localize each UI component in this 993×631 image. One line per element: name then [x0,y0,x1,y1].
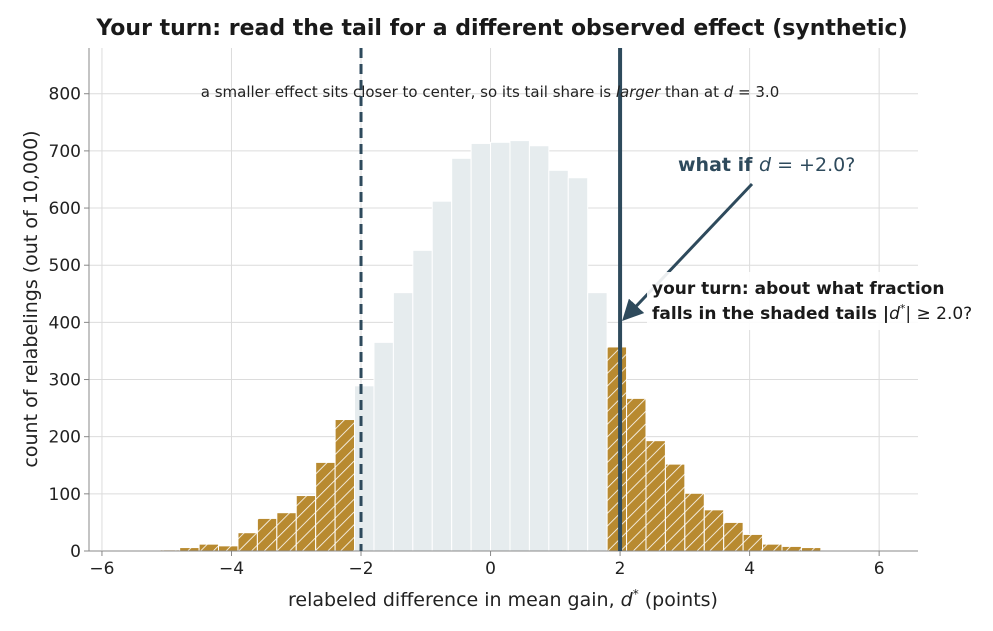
y-tick-label: 400 [49,313,81,333]
y-tick-label: 600 [49,199,81,219]
center-bar [509,140,530,552]
tail-bar [723,521,744,552]
tail-bar [179,547,200,552]
center-bar [412,249,433,552]
center-bar [587,292,608,552]
center-bar [490,141,511,552]
tail-bar [218,545,239,552]
tail-bar [645,440,666,552]
y-tick-label: 200 [49,428,81,448]
x-tick-label: −6 [89,559,114,579]
annotation-note: a smaller effect sits closer to center, … [201,83,780,101]
y-tick-label: 500 [49,256,81,276]
x-tick-label: 6 [874,559,885,579]
tail-bar [626,397,647,552]
center-bar [392,292,414,552]
center-bar [354,385,375,552]
x-tick-label: 4 [744,559,755,579]
center-bar [548,169,569,552]
center-bar [451,157,472,552]
tail-bar [664,463,686,552]
center-bar [470,142,492,552]
axes [88,48,918,552]
y-axis-label: count of relabelings (out of 10,000) [20,130,42,467]
x-tick-label: 0 [485,559,496,579]
annotation-arrow [622,182,754,322]
x-axis-label: relabeled difference in mean gain, d* (p… [288,587,718,611]
x-tick-label: −4 [219,559,244,579]
annotation-what-if: what if d = +2.0? [678,154,855,176]
tail-bar [762,543,783,552]
tail-bar [703,509,725,552]
tail-bar [295,495,317,552]
x-tick-label: −2 [348,559,373,579]
y-tick-label: 300 [49,371,81,391]
tail-bar [276,512,297,552]
center-bar [528,145,550,552]
y-tick-label: 100 [49,485,81,505]
tail-bar [800,547,822,552]
tail-bar [237,532,258,552]
annotation-prompt-line1: your turn: about what fraction [652,279,944,299]
center-bar [373,341,394,552]
tail-bar [315,461,336,552]
histogram-bars [101,140,841,552]
x-tick-label: 2 [615,559,626,579]
tail-bar [198,543,220,552]
y-tick-labels: 0 100 200 300 400 500 600 700 800 [49,85,89,562]
tail-bar [742,533,764,552]
tail-bar [256,517,278,552]
y-tick-label: 700 [49,142,81,162]
chart-title: Your turn: read the tail for a different… [95,16,907,41]
tail-bar [606,346,628,552]
center-bar [567,177,589,552]
y-tick-label: 800 [49,85,81,105]
y-tick-label: 0 [70,542,81,562]
annotation-prompt-line2: falls in the shaded tails |d*| ≥ 2.0? [652,302,972,324]
tail-bar [781,545,802,552]
annotation-prompt-box: your turn: about what fraction falls in … [647,272,972,330]
center-bar [431,200,453,552]
tail-bar [334,419,356,552]
tail-bar [684,492,705,552]
x-tick-labels: −6 −4 −2 0 2 4 6 [89,551,885,579]
